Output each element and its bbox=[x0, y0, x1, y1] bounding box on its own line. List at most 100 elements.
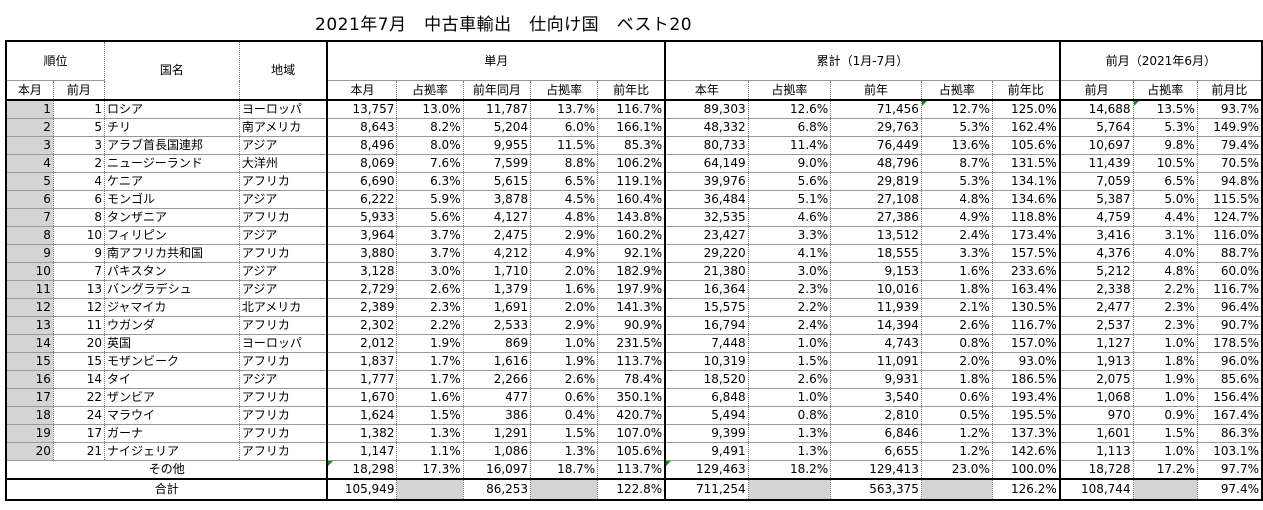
region-cell: アフリカ bbox=[238, 208, 328, 227]
yoy-value: 350.1% bbox=[597, 388, 666, 407]
share-value: 6.8% bbox=[747, 118, 831, 137]
prev-rank-cell: 1 bbox=[52, 100, 105, 119]
this-year-value: 5,494 bbox=[664, 406, 749, 425]
yoy-value: 90.9% bbox=[597, 316, 666, 335]
country-cell: ウガンダ bbox=[104, 316, 240, 335]
table-row: 6 6 モンゴル アジア 6,222 5.9% 3,878 4.5% 160.4% 36,484 5… bbox=[5, 190, 1262, 209]
region-cell: アジア bbox=[238, 190, 328, 209]
prev-year-month-value: 1,086 bbox=[462, 442, 531, 461]
this-year-value: 36,484 bbox=[664, 190, 749, 209]
share-value: 2.3% bbox=[1132, 316, 1198, 335]
share-value: 2.9% bbox=[530, 226, 598, 245]
this-month-value: 2,302 bbox=[326, 316, 397, 335]
share-value: 6.5% bbox=[1132, 172, 1198, 191]
region-cell: アフリカ bbox=[238, 244, 328, 263]
share-value: 9.0% bbox=[747, 154, 831, 173]
prev-month-header: 前月（2021年6月） bbox=[1058, 41, 1262, 81]
table-row: 19 17 ガーナ アフリカ 1,382 1.3% 1,291 1.5% 107.0% 9,399… bbox=[5, 424, 1262, 443]
mom-value: 167.4% bbox=[1196, 406, 1262, 425]
page-title: 2021年7月 中古車輸出 仕向け国 ベスト20 bbox=[315, 15, 693, 35]
this-month-value: 1,147 bbox=[326, 442, 397, 461]
share-value: 2.0% bbox=[530, 298, 598, 317]
rank-cell: 12 bbox=[5, 298, 54, 317]
share-value: 2.6% bbox=[396, 280, 464, 299]
other-label: その他 bbox=[5, 460, 328, 480]
share-value: 13.0% bbox=[396, 100, 464, 119]
this-month-value: 3,964 bbox=[326, 226, 397, 245]
share-value: 1.5% bbox=[747, 352, 831, 371]
share-value: 3.7% bbox=[396, 226, 464, 245]
region-cell: アジア bbox=[238, 370, 328, 389]
region-cell: ヨーロッパ bbox=[238, 100, 328, 119]
total-row: 合計 105,949 86,253 122.8% 711,254 563,375 126.2… bbox=[5, 478, 1262, 501]
share-value: 13.5% bbox=[1132, 100, 1198, 119]
mom-value: 116.0% bbox=[1196, 226, 1262, 245]
table-row: 2 5 チリ 南アメリカ 8,643 8.2% 5,204 6.0% 166.1% 48,332 6… bbox=[5, 118, 1262, 137]
yoy-value: 126.2% bbox=[991, 478, 1060, 501]
prev-rank-cell: 14 bbox=[52, 370, 105, 389]
share-value: 1.0% bbox=[1132, 334, 1198, 353]
share-value: 8.7% bbox=[920, 154, 993, 173]
prev-year-month-value: 4,127 bbox=[462, 208, 531, 227]
share-value: 4.6% bbox=[747, 208, 831, 227]
yoy-value: 186.5% bbox=[991, 370, 1060, 389]
share-value: 0.6% bbox=[530, 388, 598, 407]
share-value: 1.5% bbox=[396, 406, 464, 425]
prev-year-value: 2,810 bbox=[830, 406, 922, 425]
yoy-value: 160.2% bbox=[597, 226, 666, 245]
prev-year-month-value: 477 bbox=[462, 388, 531, 407]
this-month-value: 13,757 bbox=[326, 100, 397, 119]
prev-year-month-value: 1,616 bbox=[462, 352, 531, 371]
this-year-value: 6,848 bbox=[664, 388, 749, 407]
this-month-value: 2,012 bbox=[326, 334, 397, 353]
share-value: 1.6% bbox=[396, 388, 464, 407]
country-cell: タンザニア bbox=[104, 208, 240, 227]
this-month-value: 3,880 bbox=[326, 244, 397, 263]
prev-month-value: 10,697 bbox=[1058, 136, 1134, 155]
share-value: 4.9% bbox=[920, 208, 993, 227]
prev-year-month-value: 11,787 bbox=[462, 100, 531, 119]
prev-year-value: 563,375 bbox=[830, 478, 922, 501]
prev-year-month-value: 2,533 bbox=[462, 316, 531, 335]
yoy-value: 157.5% bbox=[991, 244, 1060, 263]
this-year-value: 16,794 bbox=[664, 316, 749, 335]
share-value: 0.8% bbox=[920, 334, 993, 353]
prev-year-value: 29,763 bbox=[830, 118, 922, 137]
other-row: その他 18,298 17.3% 16,097 18.7% 113.7% 129,463 18… bbox=[5, 460, 1262, 480]
table-row: 14 20 英国 ヨーロッパ 2,012 1.9% 869 1.0% 231.5% 7,448 1.… bbox=[5, 334, 1262, 353]
this-month-value: 5,933 bbox=[326, 208, 397, 227]
country-cell: ニュージーランド bbox=[104, 154, 240, 173]
table-row: 1 1 ロシア ヨーロッパ 13,757 13.0% 11,787 13.7% 116.7% 89… bbox=[5, 100, 1262, 119]
share-value: 9.8% bbox=[1132, 136, 1198, 155]
table-row: 16 14 タイ アジア 1,777 1.7% 2,266 2.6% 78.4% 18,520 2.… bbox=[5, 370, 1262, 389]
yoy-value: 119.1% bbox=[597, 172, 666, 191]
share-value: 8.0% bbox=[396, 136, 464, 155]
rank-cell: 15 bbox=[5, 352, 54, 371]
prev-rank-cell: 13 bbox=[52, 280, 105, 299]
rank-cell: 9 bbox=[5, 244, 54, 263]
share-value: 4.1% bbox=[747, 244, 831, 263]
prev-month-value: 970 bbox=[1058, 406, 1134, 425]
this-month-value: 2,389 bbox=[326, 298, 397, 317]
country-cell: モザンビーク bbox=[104, 352, 240, 371]
rank-cell: 6 bbox=[5, 190, 54, 209]
yoy-value: 195.5% bbox=[991, 406, 1060, 425]
prev-year-value: 9,931 bbox=[830, 370, 922, 389]
country-cell: チリ bbox=[104, 118, 240, 137]
mom-value: 86.3% bbox=[1196, 424, 1262, 443]
table-row: 13 11 ウガンダ アフリカ 2,302 2.2% 2,533 2.9% 90.9% 16,79… bbox=[5, 316, 1262, 335]
country-cell: ケニア bbox=[104, 172, 240, 191]
country-cell: ロシア bbox=[104, 100, 240, 119]
mom-value: 60.0% bbox=[1196, 262, 1262, 281]
share-value: 13.6% bbox=[920, 136, 993, 155]
prev-year-value: 76,449 bbox=[830, 136, 922, 155]
prev-month-value: 2,477 bbox=[1058, 298, 1134, 317]
share-header: 占拠率 bbox=[396, 80, 464, 101]
share-value: 3.3% bbox=[920, 244, 993, 263]
prev-month-value: 1,068 bbox=[1058, 388, 1134, 407]
yoy-value: 182.9% bbox=[597, 262, 666, 281]
yoy-value: 131.5% bbox=[991, 154, 1060, 173]
prev-year-value: 18,555 bbox=[830, 244, 922, 263]
share-value: 2.9% bbox=[530, 316, 598, 335]
share-value: 1.2% bbox=[920, 424, 993, 443]
